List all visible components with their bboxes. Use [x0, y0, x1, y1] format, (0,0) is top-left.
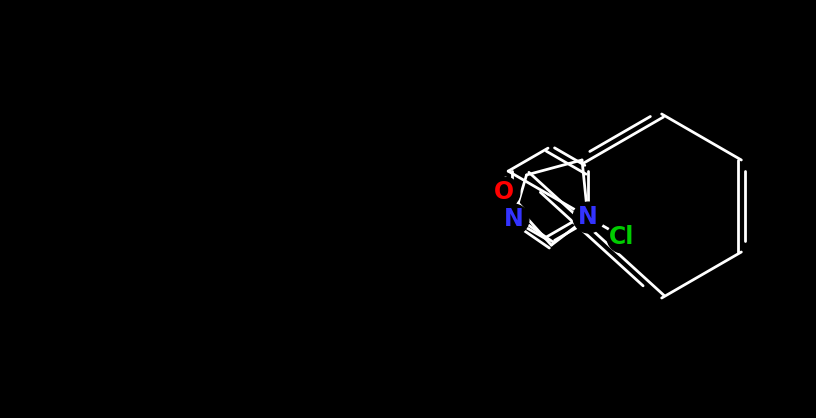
- Text: Cl: Cl: [609, 225, 634, 249]
- Text: N: N: [503, 207, 523, 231]
- Text: O: O: [494, 180, 514, 204]
- Text: N: N: [578, 205, 598, 229]
